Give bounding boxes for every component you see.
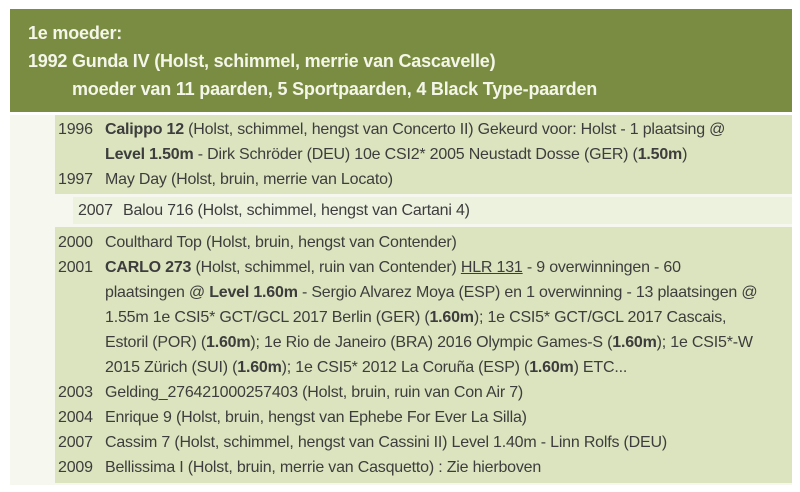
row-text: Cassim 7 (Holst, schimmel, hengst van Ca… <box>105 430 792 455</box>
offspring-section: 1996 Calippo 12 (Holst, schimmel, hengst … <box>10 115 792 485</box>
row-text: CARLO 273 (Holst, schimmel, ruin van Con… <box>105 255 792 380</box>
dam-offspring-summary: moeder van 11 paarden, 5 Sportpaarden, 4… <box>72 79 598 99</box>
text-segment: Cassim 7 (Holst, schimmel, hengst van Ca… <box>105 434 667 451</box>
text-segment: - Sergio Alvarez Moya (ESP) en 1 overwin… <box>297 284 758 301</box>
text-segment: 1.60m <box>612 334 657 351</box>
offspring-block: 2000 Coulthard Top (Holst, bruin, hengst … <box>55 227 792 483</box>
text-line: Level 1.50m - Dirk Schröder (DEU) 10e CS… <box>105 142 788 167</box>
text-segment: ); 1e CSI5* 2012 La Coruña (ESP) ( <box>281 359 530 376</box>
text-segment: Coulthard Top (Holst, bruin, hengst van … <box>105 234 457 251</box>
header-title: 1e moeder: <box>28 23 123 43</box>
offspring-row: 2007 Cassim 7 (Holst, schimmel, hengst va… <box>55 430 792 455</box>
header-title-row: 1e moeder: <box>28 19 792 47</box>
text-segment: HLR 131 <box>460 259 523 276</box>
text-line: May Day (Holst, bruin, merrie van Locato… <box>105 167 788 192</box>
text-line: Calippo 12 (Holst, schimmel, hengst van … <box>105 117 788 142</box>
offspring-row: 2007 Balou 716 (Holst, schimmel, hengst v… <box>73 198 792 223</box>
row-year: 1997 <box>58 171 93 188</box>
text-segment: Calippo 12 <box>105 121 184 138</box>
text-segment: (Holst, schimmel, ruin van Contender) <box>191 259 461 276</box>
text-segment: Gelding_276421000257403 (Holst, bruin, r… <box>105 384 524 401</box>
text-segment: (Holst, schimmel, hengst van Concerto II… <box>183 121 726 138</box>
offspring-row: 2003 Gelding_276421000257403 (Holst, brui… <box>55 380 792 405</box>
offspring-block: 1996 Calippo 12 (Holst, schimmel, hengst … <box>55 115 792 194</box>
row-text: Bellissima I (Holst, bruin, merrie van C… <box>105 455 792 480</box>
row-text: Balou 716 (Holst, schimmel, hengst van C… <box>123 198 792 223</box>
offspring-row: 1997 May Day (Holst, bruin, merrie van Lo… <box>55 167 792 192</box>
text-segment: plaatsingen @ <box>105 284 210 301</box>
text-line: Balou 716 (Holst, schimmel, hengst van C… <box>123 198 788 223</box>
text-line: Coulthard Top (Holst, bruin, hengst van … <box>105 230 788 255</box>
text-segment: - Dirk Schröder (DEU) 10e CSI2* 2005 Neu… <box>193 146 638 163</box>
text-segment: 1.50m <box>637 146 683 163</box>
offspring-row: 2004 Enrique 9 (Holst, bruin, hengst van … <box>55 405 792 430</box>
row-year: 2007 <box>78 202 113 219</box>
text-segment: CARLO 273 <box>105 259 192 276</box>
offspring-row: 2009 Bellissima I (Holst, bruin, merrie v… <box>55 455 792 480</box>
dam-summary-row: moeder van 11 paarden, 5 Sportpaarden, 4… <box>28 75 792 103</box>
offspring-row: 2000 Coulthard Top (Holst, bruin, hengst … <box>55 230 792 255</box>
text-line: Estoril (POR) (1.60m); 1e Rio de Janeiro… <box>105 330 788 355</box>
text-segment: ); 1e Rio de Janeiro (BRA) 2016 Olympic … <box>250 334 613 351</box>
row-year: 2000 <box>58 234 93 251</box>
text-segment: 1.60m <box>429 309 474 326</box>
text-line: Cassim 7 (Holst, schimmel, hengst van Ca… <box>105 430 788 455</box>
row-text: Calippo 12 (Holst, schimmel, hengst van … <box>105 117 792 167</box>
text-segment: Level 1.60m <box>209 284 298 301</box>
text-line: Gelding_276421000257403 (Holst, bruin, r… <box>105 380 788 405</box>
row-year: 2004 <box>58 409 93 426</box>
row-text: Enrique 9 (Holst, bruin, hengst van Ephe… <box>105 405 792 430</box>
text-segment: Estoril (POR) ( <box>105 334 207 351</box>
offspring-block: 2007 Balou 716 (Holst, schimmel, hengst v… <box>73 197 792 224</box>
pedigree-header: 1e moeder: 1992 Gunda IV (Holst, schimme… <box>10 9 792 112</box>
text-segment: Enrique 9 (Holst, bruin, hengst van Ephe… <box>105 409 527 426</box>
text-segment: 1.60m <box>206 334 251 351</box>
text-line: 1.55m 1e CSI5* GCT/GCL 2017 Berlin (GER)… <box>105 305 788 330</box>
text-line: plaatsingen @ Level 1.60m - Sergio Alvar… <box>105 280 788 305</box>
text-segment: May Day (Holst, bruin, merrie van Locato… <box>105 171 393 188</box>
row-year: 1996 <box>58 121 93 138</box>
offspring-row: 2001 CARLO 273 (Holst, schimmel, ruin van… <box>55 255 792 380</box>
dam-row: 1992 Gunda IV (Holst, schimmel, merrie v… <box>28 47 792 75</box>
text-segment: 2015 Zürich (SUI) ( <box>105 359 238 376</box>
text-segment: Balou 716 (Holst, schimmel, hengst van C… <box>123 202 470 219</box>
row-text: May Day (Holst, bruin, merrie van Locato… <box>105 167 792 192</box>
dam-year: 1992 <box>28 51 68 71</box>
text-segment: ) ETC... <box>573 359 628 376</box>
text-line: Bellissima I (Holst, bruin, merrie van C… <box>105 455 788 480</box>
text-segment: 1.55m 1e CSI5* GCT/GCL 2017 Berlin (GER)… <box>105 309 430 326</box>
offspring-row: 1996 Calippo 12 (Holst, schimmel, hengst … <box>55 117 792 167</box>
text-segment: 1.60m <box>529 359 574 376</box>
text-line: 2015 Zürich (SUI) (1.60m); 1e CSI5* 2012… <box>105 355 788 380</box>
row-text: Coulthard Top (Holst, bruin, hengst van … <box>105 230 792 255</box>
row-year: 2007 <box>58 434 93 451</box>
text-line: Enrique 9 (Holst, bruin, hengst van Ephe… <box>105 405 788 430</box>
dam-name: Gunda IV (Holst, schimmel, merrie van Ca… <box>72 51 496 71</box>
row-year: 2003 <box>58 384 93 401</box>
text-segment: 1.60m <box>237 359 282 376</box>
row-year: 2001 <box>58 259 93 276</box>
text-segment: ); 1e CSI5*-W <box>656 334 753 351</box>
text-segment: Level 1.50m <box>105 146 194 163</box>
text-line: CARLO 273 (Holst, schimmel, ruin van Con… <box>105 255 788 280</box>
row-text: Gelding_276421000257403 (Holst, bruin, r… <box>105 380 792 405</box>
text-segment: - 9 overwinningen - 60 <box>522 259 681 276</box>
text-segment: ); 1e CSI5* GCT/GCL 2017 Cascais, <box>473 309 727 326</box>
row-year: 2009 <box>58 459 93 476</box>
text-segment: ) <box>682 146 688 163</box>
text-segment: Bellissima I (Holst, bruin, merrie van C… <box>105 459 542 476</box>
